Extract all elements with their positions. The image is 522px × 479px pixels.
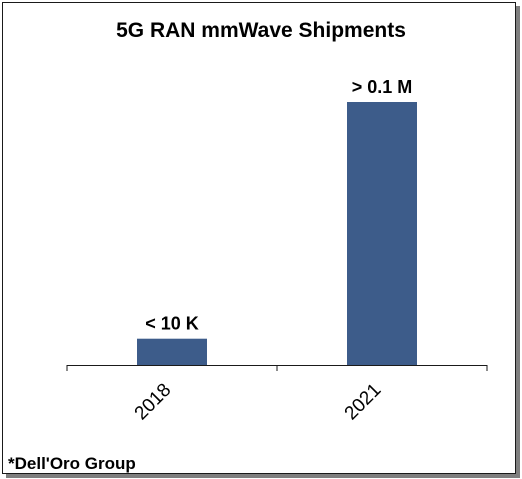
chart-title: 5G RAN mmWave Shipments [116, 19, 406, 42]
value-label-2021: > 0.1 M [352, 77, 413, 97]
bar-2021 [347, 102, 417, 365]
x-tick-label-2018: 2018 [131, 380, 176, 425]
chart-svg: 5G RAN mmWave Shipments < 10 K > 0.1 M 20… [8, 19, 488, 473]
x-tick-labels-layer: 2018 2021 [131, 380, 386, 425]
chart-frame: 5G RAN mmWave Shipments < 10 K > 0.1 M 20… [2, 2, 516, 474]
x-tick-label-2021: 2021 [341, 380, 386, 425]
source-note: *Dell'Oro Group [8, 454, 136, 473]
bar-2018 [137, 338, 207, 365]
value-label-2018: < 10 K [145, 314, 199, 334]
x-ticks-layer [66, 365, 488, 371]
bars-layer [137, 102, 417, 365]
value-labels-layer: < 10 K > 0.1 M [145, 77, 412, 334]
